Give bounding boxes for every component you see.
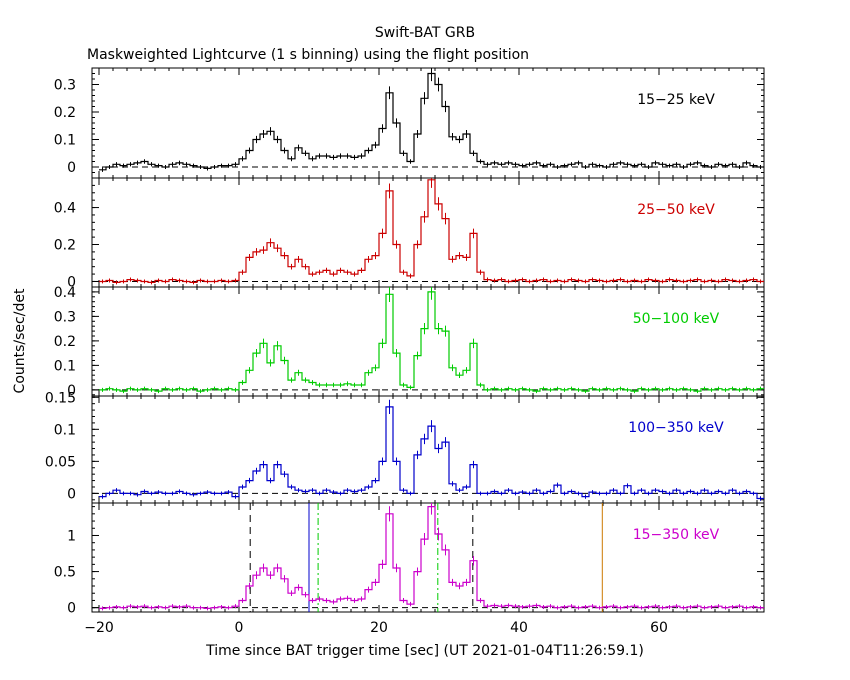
y-tick-label: 0.3 bbox=[54, 309, 76, 325]
x-tick-label: 60 bbox=[650, 620, 668, 636]
y-tick-label: 0 bbox=[67, 486, 76, 502]
y-tick-label: 0.2 bbox=[54, 334, 76, 350]
lightcurve-series bbox=[99, 506, 764, 609]
panel-5: 0 0.5 1 15−350 keV bbox=[54, 502, 765, 617]
y-tick-label: 0 bbox=[67, 274, 76, 290]
y-tick-label: 0.05 bbox=[45, 454, 76, 470]
x-tick-label: 40 bbox=[510, 620, 528, 636]
y-tick-label: 0 bbox=[67, 601, 76, 617]
y-tick-label: 0.2 bbox=[54, 238, 76, 254]
band-label: 15−350 keV bbox=[633, 527, 720, 543]
chart-subtitle: Maskweighted Lightcurve (1 s binning) us… bbox=[87, 47, 529, 63]
y-tick-label: 0.2 bbox=[54, 105, 76, 121]
y-tick-label: 0.3 bbox=[54, 78, 76, 94]
lightcurve-series bbox=[99, 72, 764, 171]
band-label: 100−350 keV bbox=[628, 420, 724, 436]
y-axis-label: Counts/sec/det bbox=[12, 288, 28, 393]
chart-title: Swift-BAT GRB bbox=[375, 25, 475, 41]
panel-4: 0 0.05 0.1 0.15 100−350 keV bbox=[45, 390, 765, 504]
y-tick-label: 0.15 bbox=[45, 390, 76, 406]
x-tick-label: −20 bbox=[84, 620, 114, 636]
y-tick-label: 0 bbox=[67, 160, 76, 176]
x-axis-label: Time since BAT trigger time [sec] (UT 20… bbox=[205, 643, 644, 659]
x-tick-label: 0 bbox=[235, 620, 244, 636]
y-tick-label: 0.4 bbox=[54, 285, 76, 301]
y-tick-label: 0.5 bbox=[54, 565, 76, 581]
panel-3: 0 0.1 0.2 0.3 0.4 50−100 keV bbox=[54, 285, 765, 399]
y-tick-label: 0.1 bbox=[54, 133, 76, 149]
panel-frame bbox=[91, 395, 765, 504]
x-tick-label: 20 bbox=[370, 620, 388, 636]
y-tick-label: 1 bbox=[67, 528, 76, 544]
band-label: 25−50 keV bbox=[637, 202, 715, 218]
panel-1: 0 0.1 0.2 0.3 15−25 keV bbox=[54, 67, 765, 179]
band-label: 15−25 keV bbox=[637, 92, 715, 108]
band-label: 50−100 keV bbox=[633, 311, 720, 327]
y-tick-label: 0.1 bbox=[54, 358, 76, 374]
lightcurve-series bbox=[99, 406, 764, 500]
panel-2: 0 0.2 0.4 25−50 keV bbox=[54, 177, 765, 290]
y-tick-label: 0.4 bbox=[54, 201, 76, 217]
lightcurve-series bbox=[99, 179, 764, 283]
y-tick-label: 0 bbox=[67, 383, 76, 399]
lightcurve-series bbox=[99, 291, 764, 392]
y-tick-label: 0.1 bbox=[54, 422, 76, 438]
